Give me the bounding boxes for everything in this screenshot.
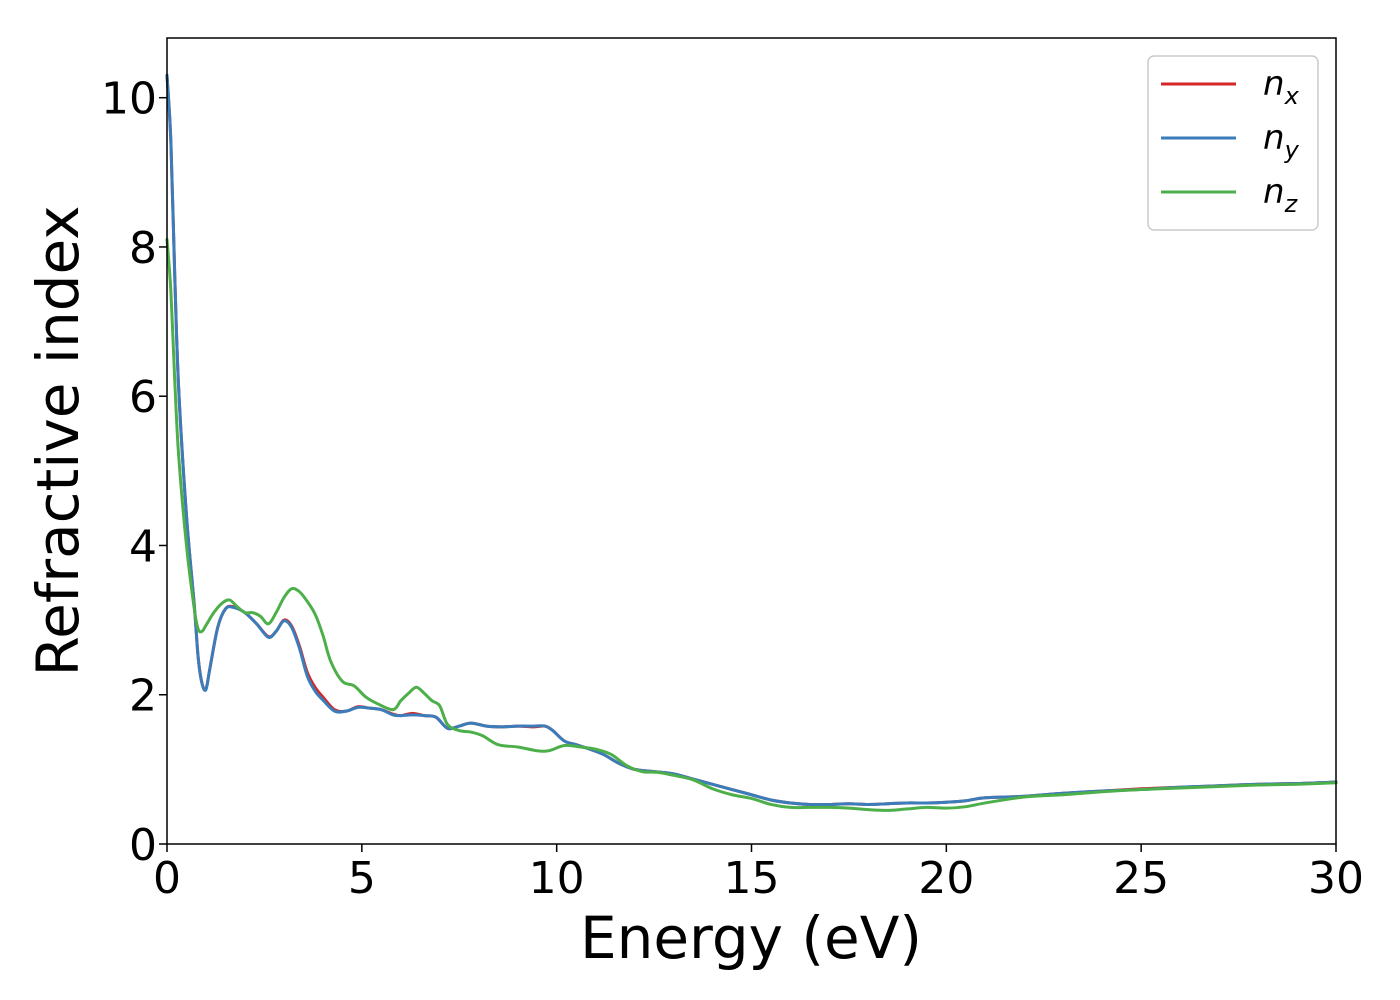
y-tick-label: 2	[129, 671, 157, 722]
y-tick-label: 10	[101, 74, 157, 125]
x-tick-label: 20	[918, 853, 974, 904]
series-line-nz	[165, 238, 1338, 812]
x-tick-label: 0	[153, 853, 181, 904]
series-line-ny	[165, 73, 1338, 807]
x-axis-ticks: 0 5 10 15 20 25 30	[153, 844, 1364, 904]
y-axis-title: Refractive index	[24, 205, 92, 676]
legend-box	[1147, 55, 1319, 231]
x-tick-label: 30	[1308, 853, 1364, 904]
legend-entries: nx ny nz	[1161, 64, 1300, 218]
legend-label-ny: ny	[1263, 118, 1300, 164]
x-tick-label: 15	[724, 853, 780, 904]
y-tick-label: 8	[129, 223, 157, 274]
y-tick-label: 0	[129, 820, 157, 871]
y-axis-ticks: 0 2 4 6 8 10	[101, 74, 167, 871]
legend: nx ny nz	[1147, 55, 1319, 231]
x-tick-label: 5	[348, 853, 376, 904]
series-layer	[165, 73, 1338, 812]
x-tick-label: 25	[1113, 853, 1169, 904]
x-tick-label: 10	[529, 853, 585, 904]
x-axis-title: Energy (eV)	[580, 904, 922, 972]
y-tick-label: 6	[129, 372, 157, 423]
legend-label-nx: nx	[1263, 64, 1300, 110]
y-tick-label: 4	[129, 521, 157, 572]
legend-label-nz: nz	[1263, 172, 1299, 218]
